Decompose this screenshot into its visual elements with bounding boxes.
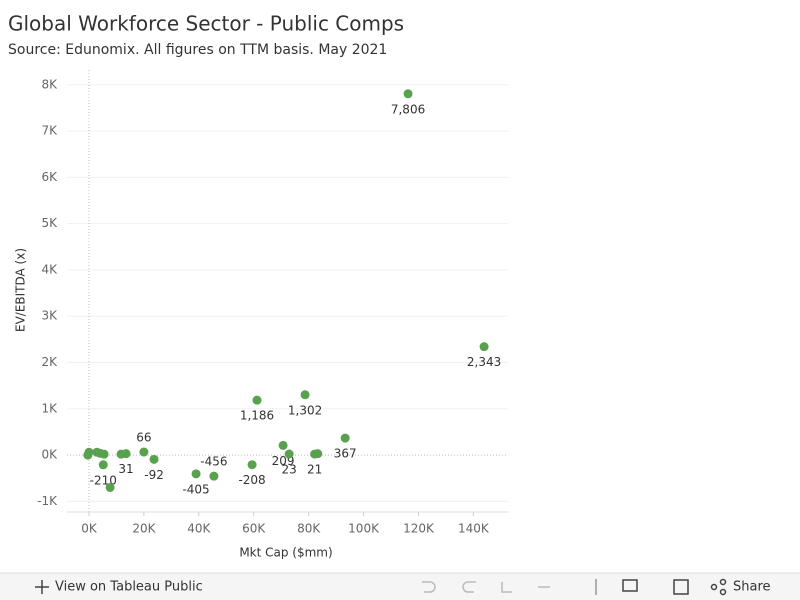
x-tick-label: 60K	[242, 522, 266, 536]
point	[300, 390, 310, 400]
point	[99, 449, 109, 459]
x-tick-label: 140K	[458, 522, 490, 536]
data-label: 66	[136, 431, 151, 445]
x-tick-label: 40K	[187, 522, 211, 536]
data-label: 1,302	[288, 403, 322, 417]
point	[209, 471, 219, 481]
y-axis-label: EV/EBITDA (x)	[14, 248, 28, 332]
y-tick-label: -1K	[37, 494, 58, 508]
y-tick-label: 1K	[41, 401, 58, 415]
point	[98, 460, 108, 470]
x-axis-label: Mkt Cap ($mm)	[239, 546, 332, 560]
data-label: 2,343	[467, 355, 501, 369]
point	[116, 449, 126, 459]
point	[313, 449, 323, 459]
x-tick-label: 120K	[403, 522, 435, 536]
y-tick-label: 7K	[41, 124, 58, 138]
data-label: 23	[282, 463, 297, 477]
point	[479, 342, 489, 352]
data-label: 21	[307, 463, 322, 477]
x-tick-label: 100K	[348, 522, 380, 536]
x-tick-label: 20K	[132, 522, 156, 536]
chart-title: Global Workforce Sector - Public Comps	[8, 12, 404, 36]
data-label: -405	[182, 482, 209, 496]
y-tick-label: 2K	[41, 355, 58, 369]
data-label: 7,806	[391, 102, 425, 116]
point	[252, 395, 262, 405]
point	[403, 89, 413, 99]
point	[278, 440, 288, 450]
data-label: 1,186	[240, 409, 274, 423]
point	[247, 460, 257, 470]
download-icon[interactable]	[622, 579, 638, 592]
share-button[interactable]: Share	[733, 580, 771, 595]
point	[284, 449, 294, 459]
tableau-icon[interactable]	[35, 580, 49, 594]
point	[105, 482, 115, 492]
point	[139, 447, 149, 457]
point	[340, 433, 350, 443]
point	[149, 454, 159, 464]
data-label: 367	[334, 447, 357, 461]
point	[84, 447, 94, 457]
x-tick-label: 0K	[81, 522, 98, 536]
y-tick-label: 0K	[41, 448, 58, 462]
y-tick-label: 3K	[41, 309, 58, 323]
chart-subtitle: Source: Edunomix. All figures on TTM bas…	[8, 42, 387, 58]
toolbar-icons	[422, 579, 597, 595]
y-tick-label: 5K	[41, 216, 58, 230]
data-label: -208	[238, 473, 265, 487]
view-link[interactable]: View on Tableau Public	[55, 580, 203, 595]
fullscreen-icon[interactable]	[673, 579, 689, 595]
y-tick-label: 6K	[41, 170, 58, 184]
y-tick-label: 4K	[41, 262, 58, 276]
footer-bar	[0, 573, 800, 600]
x-tick-label: 80K	[297, 522, 321, 536]
point	[191, 469, 201, 479]
share-icon[interactable]	[710, 578, 727, 596]
footer: View on Tableau Public Share	[0, 572, 800, 600]
data-label: -92	[144, 468, 164, 482]
y-tick-label: 8K	[41, 77, 58, 91]
data-label: -456	[200, 455, 227, 469]
data-label: 31	[118, 462, 133, 476]
